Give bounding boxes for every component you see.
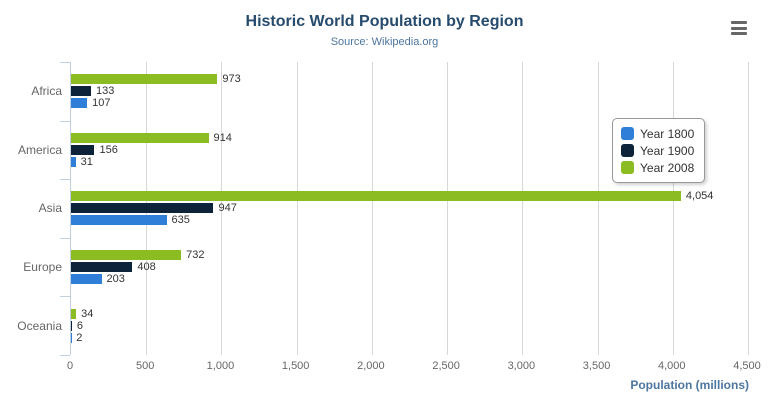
legend-symbol bbox=[621, 144, 634, 157]
x-tick-label: 2,500 bbox=[432, 360, 460, 372]
bar-oceania-year-2008[interactable] bbox=[71, 308, 77, 319]
bar-america-year-1800[interactable] bbox=[71, 156, 76, 167]
x-tick-label: 500 bbox=[136, 360, 155, 372]
data-label: 34 bbox=[81, 307, 94, 320]
data-label: 6 bbox=[76, 319, 84, 332]
bar-group-asia: 4,054 947 635 bbox=[71, 179, 748, 238]
x-tick-label: 2,000 bbox=[357, 360, 385, 372]
data-label: 973 bbox=[222, 73, 241, 86]
x-tick-label: 0 bbox=[66, 360, 74, 372]
bar-row: 4,054 bbox=[71, 190, 748, 202]
hamburger-bar bbox=[731, 32, 747, 35]
bar-asia-year-1900[interactable] bbox=[71, 203, 214, 214]
legend-symbol bbox=[621, 161, 634, 174]
category-axis-tick bbox=[60, 237, 70, 239]
bar-africa-year-2008[interactable] bbox=[71, 74, 218, 85]
bar-group-oceania: 34 6 2 bbox=[71, 296, 748, 355]
bar-row: 2 bbox=[71, 332, 748, 344]
data-label: 31 bbox=[80, 155, 93, 168]
bar-africa-year-1900[interactable] bbox=[71, 86, 91, 97]
gridline bbox=[748, 62, 749, 355]
category-axis-tick bbox=[60, 120, 70, 122]
category-axis-tick bbox=[60, 296, 70, 298]
bar-oceania-year-1900[interactable] bbox=[71, 320, 72, 331]
bar-row: 156 bbox=[71, 144, 748, 156]
gridline bbox=[672, 62, 674, 355]
bar-group-america: 914 156 31 bbox=[71, 121, 748, 180]
data-label: 156 bbox=[99, 143, 118, 156]
bar-asia-year-1800[interactable] bbox=[71, 215, 167, 226]
legend-label: Year 1900 bbox=[640, 143, 695, 158]
bar-row: 947 bbox=[71, 202, 748, 214]
hamburger-bar bbox=[731, 21, 747, 24]
bar-row: 635 bbox=[71, 214, 748, 226]
data-label: 2 bbox=[76, 331, 83, 344]
chart-subtitle: Source: Wikipedia.org bbox=[330, 36, 439, 48]
category-label-america: America bbox=[17, 142, 62, 157]
bar-row: 203 bbox=[71, 273, 748, 285]
legend-item-year-1900[interactable]: Year 1900 bbox=[621, 143, 694, 158]
bar-row: 34 bbox=[71, 308, 748, 320]
data-label: 133 bbox=[96, 85, 115, 98]
bar-africa-year-1800[interactable] bbox=[71, 98, 88, 109]
legend-item-year-2008[interactable]: Year 2008 bbox=[621, 160, 694, 175]
category-label-asia: Asia bbox=[38, 201, 62, 216]
data-label: 408 bbox=[137, 261, 156, 274]
gridline bbox=[597, 62, 599, 355]
bar-europe-year-1900[interactable] bbox=[71, 262, 133, 273]
data-label: 732 bbox=[186, 249, 205, 262]
bar-asia-year-2008[interactable] bbox=[71, 191, 681, 202]
gridline bbox=[447, 62, 449, 355]
category-label-africa: Africa bbox=[31, 84, 62, 99]
bar-europe-year-1800[interactable] bbox=[71, 274, 102, 285]
bar-row: 732 bbox=[71, 249, 748, 261]
data-label: 914 bbox=[213, 131, 232, 144]
hamburger-menu-icon[interactable] bbox=[731, 21, 747, 35]
data-label: 947 bbox=[218, 202, 237, 215]
legend-symbol bbox=[621, 127, 634, 140]
bar-row: 914 bbox=[71, 132, 748, 144]
bar-row: 31 bbox=[71, 156, 748, 168]
bar-europe-year-2008[interactable] bbox=[71, 250, 182, 261]
legend-item-year-1800[interactable]: Year 1800 bbox=[621, 126, 694, 141]
hamburger-bar bbox=[731, 26, 747, 30]
x-axis-title: Population (millions) bbox=[630, 378, 749, 392]
bar-row: 133 bbox=[71, 85, 748, 97]
bar-row: 6 bbox=[71, 320, 748, 332]
legend-label: Year 2008 bbox=[640, 160, 695, 175]
gridline bbox=[296, 62, 298, 355]
bar-group-africa: 973 133 107 bbox=[71, 62, 748, 121]
gridline bbox=[221, 62, 223, 355]
gridline bbox=[522, 62, 524, 355]
chart-title: Historic World Population by Region bbox=[245, 13, 524, 30]
bar-row: 107 bbox=[71, 97, 748, 109]
x-tick-label: 4,500 bbox=[733, 360, 761, 372]
bar-america-year-2008[interactable] bbox=[71, 132, 209, 143]
x-tick-label: 3,500 bbox=[582, 360, 611, 372]
bar-america-year-1900[interactable] bbox=[71, 144, 95, 155]
data-label: 4,054 bbox=[685, 190, 714, 203]
gridline bbox=[371, 62, 373, 355]
legend-label: Year 1800 bbox=[640, 126, 695, 141]
x-tick-label: 3,000 bbox=[507, 360, 536, 372]
bar-row: 973 bbox=[71, 73, 748, 85]
x-tick-label: 1,000 bbox=[206, 360, 235, 372]
data-label: 635 bbox=[171, 214, 190, 227]
category-axis-tick bbox=[60, 62, 70, 63]
plot-area: 973 133 107 914 156 31 4,054 947 635 732 408 203 34 6… bbox=[60, 62, 749, 356]
bar-group-europe: 732 408 203 bbox=[71, 238, 748, 297]
category-axis-tick bbox=[60, 179, 70, 181]
x-tick-label: 1,500 bbox=[281, 360, 310, 372]
category-label-europe: Europe bbox=[23, 260, 62, 275]
data-label: 107 bbox=[92, 97, 111, 110]
category-axis-tick bbox=[60, 355, 70, 356]
x-tick-label: 4,000 bbox=[658, 360, 686, 372]
data-label: 203 bbox=[106, 273, 125, 286]
legend: Year 1800 Year 1900 Year 2008 bbox=[612, 118, 706, 183]
category-label-oceania: Oceania bbox=[17, 318, 62, 333]
bar-row: 408 bbox=[71, 261, 748, 273]
